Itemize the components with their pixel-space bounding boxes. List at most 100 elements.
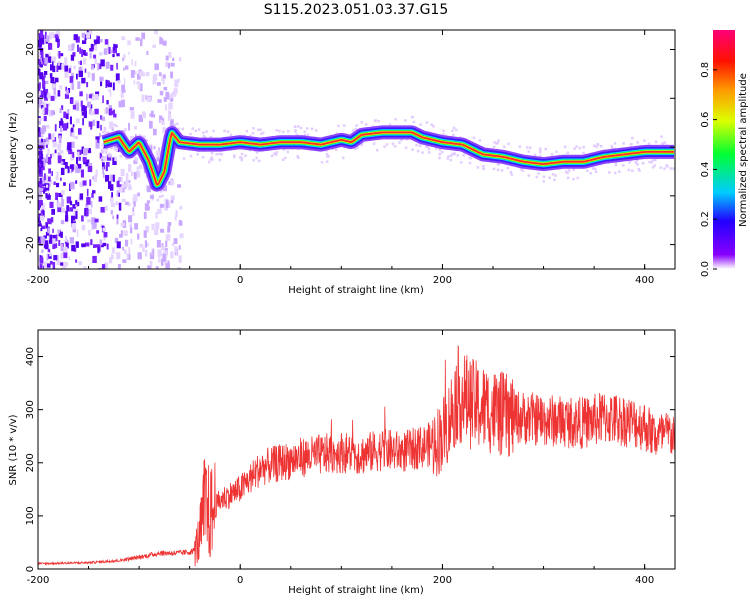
spectrogram-noise-cell [62, 62, 65, 67]
spectrogram-noise-cell [150, 145, 153, 152]
spectrogram-noise-cell [100, 81, 103, 87]
spectrogram-noise-cell [125, 179, 129, 187]
spectrogram-noise-cell [126, 253, 129, 259]
spectrogram-noise-cell [44, 57, 48, 65]
spectrogram-halo-cell [251, 131, 255, 135]
spectrogram-noise-cell [47, 187, 49, 195]
spectrogram-noise-cell [162, 77, 165, 85]
spectrogram-noise-cell [138, 114, 143, 122]
spectrogram-halo-cell [261, 131, 265, 135]
spectrogram-noise-cell [52, 65, 56, 73]
spectrogram-halo-cell [354, 147, 357, 151]
spectrogram-noise-cell [94, 94, 99, 101]
spectrogram-marks [38, 30, 675, 269]
spectrogram-halo-cell [119, 155, 122, 158]
spectrogram-noise-cell [77, 151, 80, 157]
spectrogram-noise-cell [96, 139, 100, 143]
spectrogram-noise-cell [81, 112, 86, 116]
spectrogram-halo-cell [233, 155, 236, 159]
spectrogram-halo-cell [468, 161, 472, 165]
spectrogram-noise-cell [38, 69, 41, 75]
spectrogram-noise-cell [58, 240, 61, 246]
spectrogram-noise-cell [90, 125, 93, 130]
spectrogram-noise-cell [84, 34, 87, 41]
spectrogram-noise-cell [41, 138, 44, 144]
spectrogram-noise-cell [97, 247, 100, 254]
spectrogram-noise-cell [146, 185, 151, 192]
spectrogram-ticks: -200 0 200 400 -20 -10 0 10 20 [25, 30, 675, 286]
spectrogram-noise-cell [43, 102, 48, 109]
spectrogram-halo-cell [282, 158, 285, 161]
spectrogram-halo-cell [239, 156, 242, 159]
spectrogram-halo-cell [310, 127, 314, 131]
spectrogram-noise-cell [40, 153, 44, 160]
spectrogram-noise-cell [82, 40, 87, 44]
spectrogram-noise-cell [125, 239, 129, 247]
spectrogram-halo-cell [492, 145, 496, 149]
spectrogram-halo-cell [335, 148, 338, 151]
spectrogram-halo-cell [393, 145, 397, 148]
spectrogram-noise-cell [60, 262, 64, 266]
spectrogram-halo-cell [258, 159, 261, 163]
spectrogram-halo-cell [275, 151, 279, 154]
spectrogram-halo-cell [293, 125, 297, 128]
spectrogram-noise-cell [131, 58, 133, 66]
spectrogram-noise-cell [61, 198, 64, 207]
spectrogram-noise-cell [116, 216, 119, 225]
spectrogram-noise-cell [59, 120, 64, 128]
spectrogram-noise-cell [56, 65, 59, 72]
spectrogram-halo-cell [460, 161, 463, 164]
spectrogram-noise-cell [63, 182, 66, 186]
spectrogram-noise-cell [160, 117, 165, 121]
spectrogram-noise-cell [39, 191, 42, 198]
spectrogram-noise-cell [66, 205, 70, 212]
spectrogram-halo-cell [297, 156, 300, 159]
spectrogram-noise-cell [113, 147, 117, 151]
spectrogram-noise-cell [40, 56, 42, 62]
spectrogram-noise-cell [87, 229, 91, 236]
spectrogram-noise-cell [128, 122, 130, 131]
spectrogram-halo-cell [566, 151, 570, 154]
spectrogram-noise-cell [38, 83, 41, 91]
spectrogram-noise-cell [130, 238, 133, 245]
spectrogram-noise-cell [63, 111, 67, 118]
spectrogram-noise-cell [49, 261, 53, 265]
spectrogram-halo-cell [211, 158, 214, 161]
spectrogram-noise-cell [38, 162, 41, 167]
spectrogram-noise-cell [62, 261, 67, 269]
colorbar-tick-label: 0.6 [700, 112, 711, 128]
spectrogram-noise-cell [40, 227, 43, 232]
spectrogram-noise-cell [130, 111, 135, 119]
spectrogram-noise-cell [121, 183, 125, 189]
spectrogram-noise-cell [54, 34, 59, 38]
spectrogram-halo-cell [194, 129, 198, 132]
spectrogram-halo-cell [425, 145, 428, 148]
spectrogram-noise-cell [54, 77, 59, 83]
spectrogram-halo-cell [614, 161, 617, 164]
spectrogram-noise-cell [72, 52, 76, 57]
spectrogram-noise-cell [49, 73, 53, 78]
spectrogram-noise-cell [87, 219, 92, 223]
spectrogram-noise-cell [158, 255, 161, 259]
spectrogram-halo-cell [421, 151, 424, 154]
spectrogram-halo-cell [496, 163, 500, 166]
spectrogram-noise-cell [39, 47, 44, 55]
spectrogram-noise-cell [81, 146, 84, 154]
spectrogram-noise-cell [38, 91, 41, 96]
spectrogram-noise-cell [64, 65, 69, 72]
spectrogram-noise-cell [38, 103, 41, 108]
spectrogram-noise-cell [38, 97, 43, 104]
spectrogram-noise-cell [44, 244, 49, 250]
spectrogram-noise-cell [38, 223, 42, 227]
spectrogram-noise-cell [39, 264, 43, 269]
spectrogram-noise-cell [88, 148, 91, 153]
spectrogram-noise-cell [177, 184, 182, 188]
spectrogram-noise-cell [146, 96, 152, 103]
spectrogram-noise-cell [146, 200, 151, 204]
spectrogram-noise-cell [65, 242, 69, 249]
spectrogram-noise-cell [45, 35, 50, 42]
spectrogram-noise-cell [44, 96, 49, 101]
spectrogram-noise-cell [50, 64, 53, 71]
spectrogram-noise-cell [151, 110, 154, 118]
spectrogram-noise-cell [165, 235, 170, 240]
